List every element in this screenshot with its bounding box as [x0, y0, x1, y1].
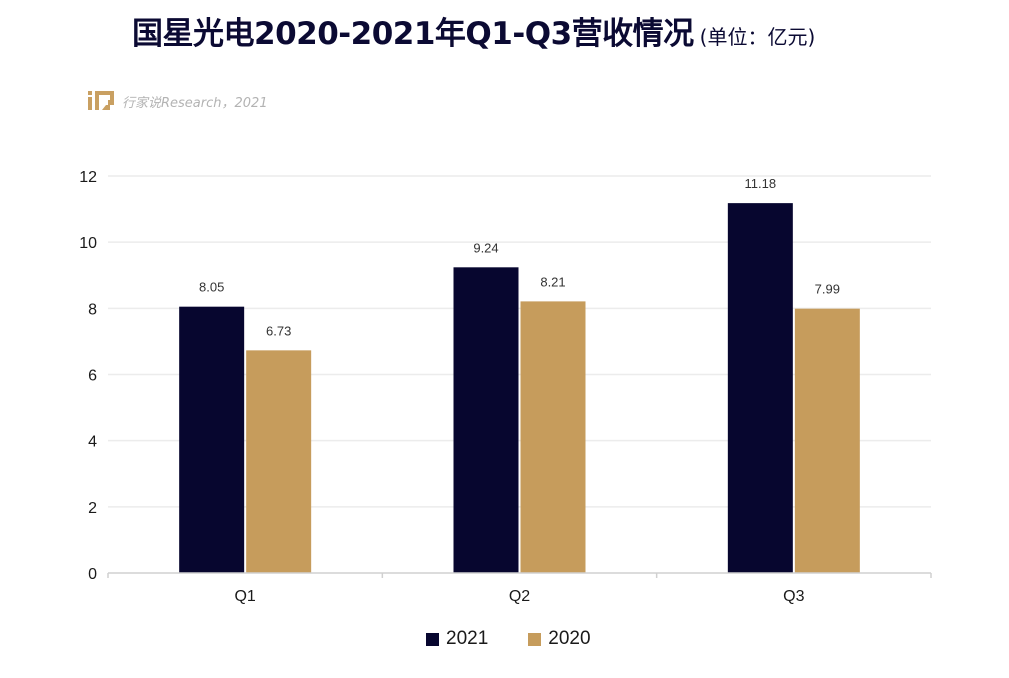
- legend-label-2021: 2021: [446, 628, 489, 649]
- legend: 2021 2020: [426, 628, 631, 650]
- chart-title-block: 国星光电2020-2021年Q1-Q3营收情况 (单位：亿元): [132, 8, 815, 53]
- y-tick-label: 0: [88, 566, 97, 583]
- legend-item-2020: 2020: [528, 628, 591, 650]
- y-tick-label: 6: [88, 368, 97, 385]
- data-label: 7.99: [815, 282, 840, 297]
- data-label: 8.05: [199, 280, 224, 295]
- watermark-text: 行家说Research，2021: [122, 95, 268, 111]
- y-tick-label: 2: [88, 500, 97, 517]
- chart-title: 国星光电2020-2021年Q1-Q3营收情况: [132, 16, 694, 52]
- bars: [179, 203, 860, 573]
- x-tick-label: Q1: [234, 588, 255, 605]
- x-tick-label: Q2: [509, 588, 530, 605]
- y-tick-label: 10: [79, 235, 97, 252]
- legend-item-2021: 2021: [426, 628, 488, 650]
- ijp-logo-icon: [88, 91, 114, 110]
- bar-2020-Q1: [246, 350, 312, 573]
- watermark: 行家说Research，2021: [88, 90, 268, 112]
- y-tick-label: 12: [79, 169, 97, 186]
- bar-2020-Q3: [794, 308, 860, 573]
- bar-2021-Q2: [453, 267, 519, 573]
- legend-swatch-2021: [426, 632, 439, 646]
- legend-swatch-2020: [528, 632, 542, 646]
- axes: 0 2 4 6 8 10 12 Q1 Q2 Q3: [79, 169, 932, 605]
- bar-2021-Q3: [727, 203, 793, 573]
- x-tick-label: Q3: [783, 588, 804, 605]
- unit-label: (单位：亿元): [699, 25, 816, 49]
- grid-lines: [108, 175, 931, 508]
- data-labels: 8.05 6.73 9.24 8.21 11.18 7.99: [199, 176, 840, 338]
- y-tick-label: 4: [88, 434, 97, 451]
- y-tick-label: 8: [88, 301, 97, 318]
- data-label: 9.24: [473, 240, 498, 255]
- bar-2021-Q1: [179, 306, 245, 573]
- data-label: 11.18: [745, 176, 777, 191]
- data-label: 8.21: [540, 274, 565, 289]
- legend-label-2020: 2020: [548, 628, 591, 649]
- bar-2020-Q2: [520, 301, 586, 573]
- data-label: 6.73: [266, 323, 291, 338]
